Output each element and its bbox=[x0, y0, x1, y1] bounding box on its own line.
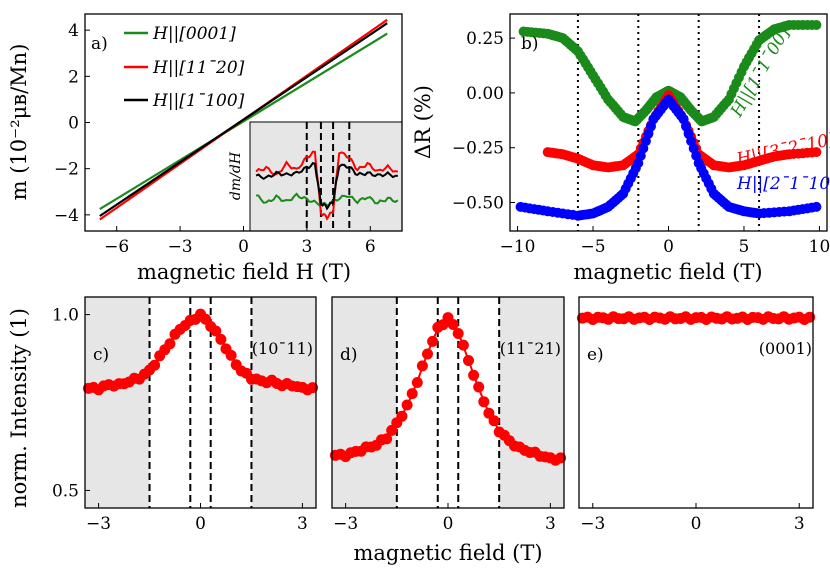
shaded-region-right bbox=[251, 297, 316, 508]
panel-a-xlabel: magnetic field H (T) bbox=[137, 260, 351, 284]
panel-d: −3 0 3 d) (11¯21) bbox=[329, 296, 567, 534]
intensity-point bbox=[416, 360, 428, 372]
shared-labels: magnetic field (T) norm. Intensity (1) bbox=[7, 308, 543, 565]
panel-c: −3 0 3 1.0 0.5 c) (10¯11) bbox=[52, 296, 319, 534]
inset-curve-red bbox=[255, 150, 399, 221]
resistance-point bbox=[811, 147, 822, 158]
resistance-point bbox=[811, 20, 822, 30]
panel-d-xtick-label: 0 bbox=[443, 514, 454, 534]
intensity-point bbox=[555, 452, 567, 464]
panel-e: −3 0 3 e) (0001) bbox=[576, 296, 816, 534]
magnetization-line bbox=[99, 32, 388, 211]
panel-c-xtick-label: 3 bbox=[297, 514, 308, 534]
panel-e-label: e) bbox=[587, 345, 604, 365]
intensity-point bbox=[210, 325, 222, 337]
panel-b-xtick-label: −10 bbox=[500, 237, 536, 257]
panel-b-xtick-label: −5 bbox=[580, 237, 605, 257]
intensity-point bbox=[457, 339, 469, 351]
legend-entry: H||[11¯20] bbox=[152, 58, 245, 78]
panel-a-ylabel: m (10⁻²μʙ/Mn) bbox=[7, 44, 31, 201]
legend-entry: H||[0001] bbox=[152, 24, 236, 44]
intensity-point bbox=[804, 311, 816, 323]
intensity-point bbox=[381, 433, 393, 445]
panel-d-xtick-label: 3 bbox=[545, 514, 556, 534]
intensity-point bbox=[215, 333, 227, 345]
panel-b-ylabel: ΔR (%) bbox=[411, 85, 435, 159]
intensity-point bbox=[452, 328, 464, 339]
intensity-point bbox=[411, 377, 423, 388]
panel-a-xtick-label: −6 bbox=[104, 237, 129, 257]
panel-b-ytick-label: 0.00 bbox=[466, 84, 504, 104]
panel-e-hkl: (0001) bbox=[759, 339, 812, 358]
resistance-point bbox=[811, 201, 822, 212]
panel-b-xtick-label: 5 bbox=[739, 237, 750, 257]
shaded-region-left bbox=[85, 297, 150, 508]
annotation-blue: H||[2¯1¯10] bbox=[736, 174, 830, 194]
shaded-region-left bbox=[332, 297, 397, 508]
panel-a-ytick-label: 4 bbox=[68, 21, 79, 41]
panel-c-label: c) bbox=[93, 345, 109, 365]
intensity-point bbox=[164, 338, 176, 350]
inset-curve-green bbox=[255, 192, 399, 207]
panel-b-ytick-label: −0.50 bbox=[452, 194, 504, 214]
panel-b-label: b) bbox=[521, 34, 539, 54]
shaded-region-right bbox=[499, 297, 564, 508]
panel-e-xtick-label: −3 bbox=[580, 514, 605, 534]
inset-curve-black bbox=[255, 161, 398, 211]
panel-c-xtick-label: 0 bbox=[195, 514, 206, 534]
intensity-point bbox=[463, 355, 474, 366]
panel-c-hkl: (10¯11) bbox=[252, 339, 313, 358]
intensity-point bbox=[149, 359, 161, 371]
panel-b-xlabel: magnetic field (T) bbox=[573, 260, 762, 284]
panel-e-frame bbox=[578, 296, 814, 509]
intensity-point bbox=[422, 348, 433, 360]
panel-c-xtick-label: −3 bbox=[86, 514, 111, 534]
inset-background bbox=[249, 121, 403, 232]
bottom-ylabel: norm. Intensity (1) bbox=[7, 308, 31, 508]
panel-a-xtick-label: 3 bbox=[301, 237, 312, 257]
intensity-point bbox=[401, 399, 413, 411]
panel-a-ytick-label: −2 bbox=[54, 160, 79, 180]
legend-entry: H||[1¯100] bbox=[152, 91, 245, 111]
bottom-xlabel: magnetic field (T) bbox=[353, 541, 542, 565]
panel-e-xtick-label: 0 bbox=[691, 514, 702, 534]
panel-a-ytick-label: −4 bbox=[54, 206, 79, 226]
panel-b-xtick-label: 0 bbox=[663, 237, 674, 257]
panel-c-ytick-label: 0.5 bbox=[52, 481, 79, 501]
panel-d-hkl: (11¯21) bbox=[500, 339, 561, 358]
panel-d-label: d) bbox=[340, 345, 358, 365]
panel-c-ytick-label: 1.0 bbox=[52, 306, 79, 326]
panel-a-xtick-label: 0 bbox=[238, 237, 249, 257]
intensity-point bbox=[427, 335, 439, 347]
intensity-point bbox=[406, 388, 418, 400]
panel-d-xtick-label: −3 bbox=[333, 514, 358, 534]
intensity-point bbox=[478, 396, 490, 408]
panel-a: dm/dH −6 −3 0 3 6 −4 −2 0 2 4 a) H||[0001] H||[11¯20]… bbox=[7, 13, 403, 284]
panel-b: −10 −5 0 5 100.250.00−0.25−0.50b) H||[1¯1¯00]… bbox=[411, 13, 830, 284]
intensity-point bbox=[225, 349, 237, 361]
panel-b-ytick-label: 0.25 bbox=[466, 29, 504, 49]
annotation-red: H||[3¯2¯10] bbox=[734, 129, 830, 170]
panel-a-xtick-label: 6 bbox=[365, 237, 376, 257]
intensity-point bbox=[473, 381, 485, 393]
intensity-point bbox=[488, 415, 500, 427]
panel-b-xtick-label: 10 bbox=[809, 237, 830, 257]
panel-a-xtick-label: −3 bbox=[168, 237, 193, 257]
magnetization-line bbox=[99, 22, 388, 217]
panel-a-ytick-label: 2 bbox=[68, 67, 79, 87]
panel-a-label: a) bbox=[91, 34, 108, 54]
intensity-point bbox=[468, 369, 480, 381]
intensity-point bbox=[447, 319, 459, 330]
inset-ylabel: dm/dH bbox=[228, 151, 244, 200]
panel-b-ytick-label: −0.25 bbox=[452, 139, 504, 159]
panel-e-xtick-label: 3 bbox=[794, 514, 805, 534]
panel-a-ytick-label: 0 bbox=[68, 114, 79, 134]
intensity-point bbox=[396, 410, 408, 422]
